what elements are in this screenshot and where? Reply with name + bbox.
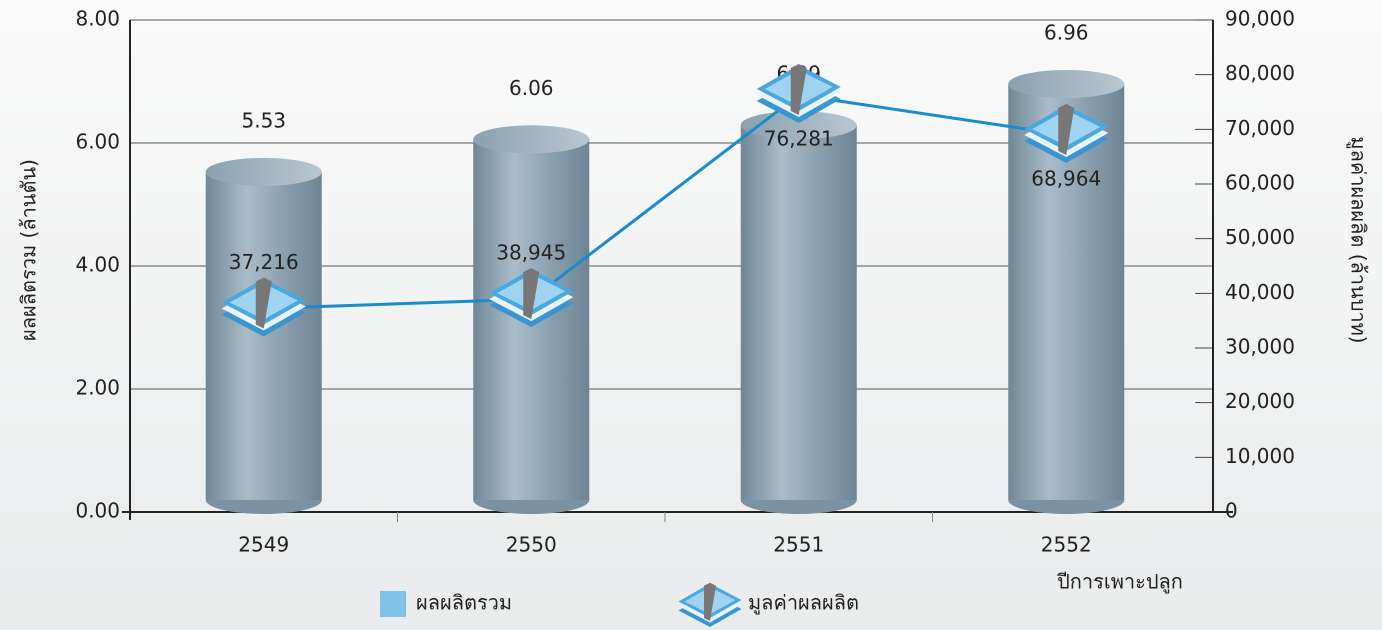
legend-label: ผลผลิตรวม <box>416 591 512 615</box>
y-axis-title: ผลผลิตรวม (ล้านตัน) <box>17 159 41 341</box>
y2-tick-label: 20,000 <box>1225 389 1295 413</box>
y2-tick-label: 90,000 <box>1225 7 1295 31</box>
line-value-label: 37,216 <box>229 250 299 274</box>
y2-tick-label: 0 <box>1225 499 1238 523</box>
bar-top <box>473 125 589 153</box>
legend-swatch <box>380 591 406 617</box>
bar-top <box>206 158 322 186</box>
y-tick-label: 6.00 <box>75 130 120 154</box>
y2-tick-label: 40,000 <box>1225 280 1295 304</box>
y2-tick-label: 10,000 <box>1225 444 1295 468</box>
y2-tick-label: 30,000 <box>1225 335 1295 359</box>
bar-value-label: 6.06 <box>509 76 554 100</box>
x-tick-label: 2551 <box>773 533 824 557</box>
y2-tick-label: 60,000 <box>1225 171 1295 195</box>
chart: ผลผลิตรวม (ล้านตัน) มูลค่าผลผลิต (ล้านบา… <box>0 0 1382 630</box>
y-tick-label: 0.00 <box>75 499 120 523</box>
y2-axis-title: มูลค่าผลผลิต (ล้านบาท) <box>1346 136 1371 343</box>
y2-tick-label: 70,000 <box>1225 116 1295 140</box>
y-tick-label: 4.00 <box>75 253 120 277</box>
y2-tick-label: 80,000 <box>1225 61 1295 85</box>
x-axis-title: ปีการเพาะปลูก <box>1057 570 1183 595</box>
x-tick-label: 2550 <box>506 533 557 557</box>
y-tick-label: 2.00 <box>75 376 120 400</box>
bar-value-label: 6.96 <box>1044 20 1089 44</box>
legend-label: มูลค่าผลผลิต <box>748 591 859 616</box>
bar-value-label: 5.53 <box>241 108 286 132</box>
bar-top <box>1008 70 1124 98</box>
line-value-label: 76,281 <box>764 126 834 150</box>
x-tick-label: 2549 <box>238 533 289 557</box>
line-value-label: 38,945 <box>496 241 566 265</box>
line-value-label: 68,964 <box>1031 166 1101 190</box>
y2-tick-label: 50,000 <box>1225 225 1295 249</box>
x-tick-label: 2552 <box>1041 533 1092 557</box>
bar <box>741 125 857 500</box>
y-tick-label: 8.00 <box>75 7 120 31</box>
